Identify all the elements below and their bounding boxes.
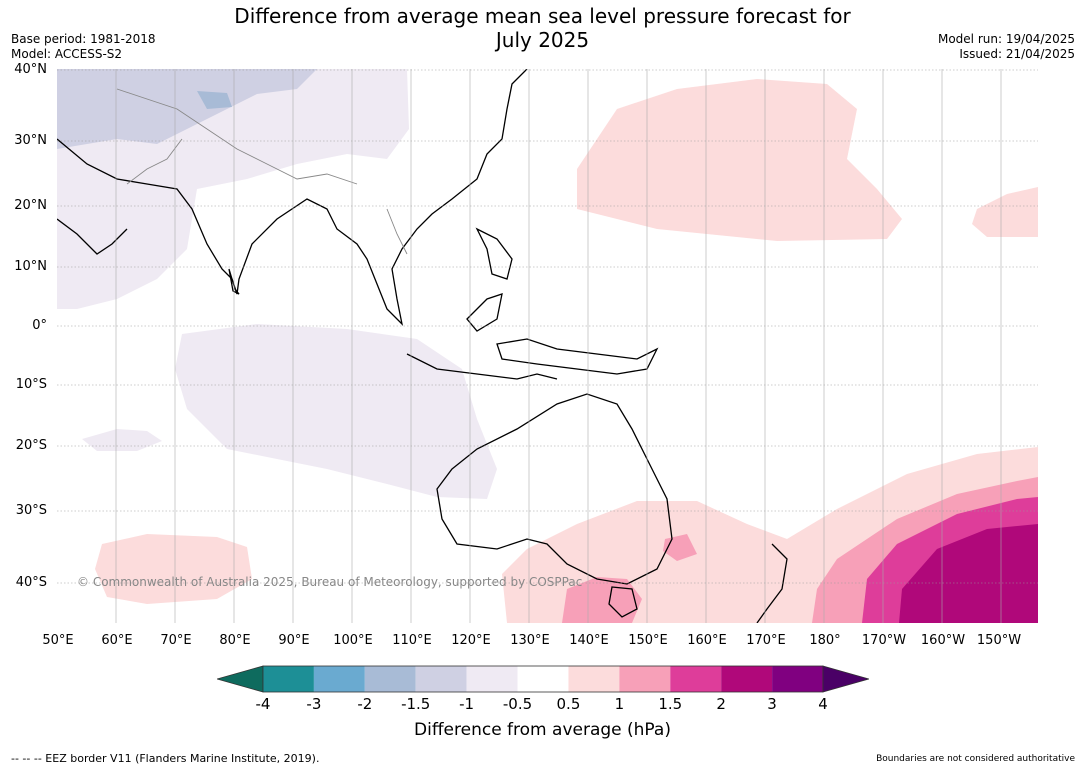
- model-name: Model: ACCESS-S2: [11, 47, 123, 61]
- colorbar-swatch: [263, 666, 314, 692]
- colorbar-swatch: [517, 666, 569, 692]
- colorbar-tick-label: 2: [716, 695, 726, 713]
- lon-label-130e: 130°E: [510, 633, 550, 648]
- graticule: [57, 69, 1038, 584]
- lat-label-30n: 30°N: [14, 133, 47, 148]
- anomaly-area-pos05-east: [972, 187, 1038, 237]
- colorbar-swatch: [721, 666, 773, 692]
- lat-label-40n: 40°N: [14, 62, 47, 77]
- lon-label-150w: 150°W: [976, 633, 1022, 648]
- colorbar-tick-label: 0.5: [556, 695, 581, 713]
- colorbar-tick-label: -3: [306, 695, 322, 713]
- lon-label-100e: 100°E: [333, 633, 373, 648]
- colorbar-swatch: [415, 666, 467, 692]
- lon-label-170e: 170°E: [746, 633, 786, 648]
- lon-label-80e: 80°E: [219, 633, 251, 648]
- colorbar-swatch: [364, 666, 416, 692]
- lon-label-160e: 160°E: [687, 633, 727, 648]
- coastlines: [57, 69, 788, 623]
- colorbar: [215, 665, 871, 699]
- lat-label-30s: 30°S: [15, 503, 47, 518]
- colorbar-swatch: [772, 666, 823, 692]
- metadata-right: Model run: 19/04/2025 Issued: 21/04/2025: [938, 32, 1075, 62]
- lat-label-10s: 10°S: [15, 377, 47, 392]
- colorbar-tick-label: -1.5: [401, 695, 431, 713]
- lat-label-10n: 10°N: [14, 259, 47, 274]
- lon-label-60e: 60°E: [101, 633, 133, 648]
- metadata-left: Base period: 1981-2018 Model: ACCESS-S2: [11, 32, 156, 62]
- country-borders: [116, 88, 408, 255]
- meridians: [115, 69, 1002, 623]
- lon-label-160w: 160°W: [920, 633, 966, 648]
- boundaries-disclaimer: Boundaries are not considered authoritat…: [876, 754, 1075, 764]
- colorbar-tick-label: 1: [614, 695, 625, 713]
- lon-label-120e: 120°E: [451, 633, 491, 648]
- colorbar-title: Difference from average (hPa): [414, 720, 671, 740]
- colorbar-swatch: [313, 666, 365, 692]
- colorbar-tick-label: -2: [357, 695, 373, 713]
- colorbar-tick-label: -0.5: [502, 695, 533, 713]
- colorbar-extend-high: [822, 665, 871, 693]
- lat-label-20n: 20°N: [14, 198, 47, 213]
- lon-label-170w: 170°W: [861, 633, 907, 648]
- map-title: Difference from average mean sea level p…: [0, 4, 1085, 52]
- lon-label-70e: 70°E: [160, 633, 192, 648]
- colorbar-tick-label: 1.5: [658, 695, 683, 713]
- anomaly-area-pos05-north-pacific: [577, 79, 902, 241]
- anomaly-area-neg05-indian: [175, 324, 497, 499]
- colorbar-swatch: [466, 666, 518, 692]
- lon-label-150e: 150°E: [628, 633, 668, 648]
- anomaly-area-neg05-small: [82, 429, 162, 451]
- lat-label-40s: 40°S: [15, 575, 47, 590]
- colorbar-swatch: [568, 666, 620, 692]
- colorbar-tick-label: 3: [767, 695, 777, 713]
- lon-label-50e: 50°E: [42, 633, 74, 648]
- colorbar-swatch: [670, 666, 722, 692]
- anomaly-area-neg1-north: [57, 69, 317, 149]
- colorbar-tick-label: -1: [459, 695, 475, 713]
- lon-label-90e: 90°E: [278, 633, 310, 648]
- anomaly-area-neg15-north: [197, 91, 232, 109]
- anomaly-area-pos05-southwest: [95, 534, 252, 604]
- lon-label-140e: 140°E: [569, 633, 609, 648]
- title-line-1: Difference from average mean sea level p…: [234, 4, 851, 28]
- eez-legend: -- -- -- EEZ border V11 (Flanders Marine…: [11, 752, 320, 765]
- lat-label-0: 0°: [32, 318, 47, 333]
- lon-label-110e: 110°E: [392, 633, 432, 648]
- map-svg: [57, 69, 1038, 623]
- lon-label-180: 180°: [809, 633, 841, 648]
- map-panel: [57, 69, 1038, 623]
- colorbar-swatch: [619, 666, 671, 692]
- colorbar-tick-label: 4: [818, 695, 828, 713]
- lat-label-20s: 20°S: [15, 438, 47, 453]
- colorbar-extend-low: [215, 665, 264, 693]
- base-period: Base period: 1981-2018: [11, 32, 156, 46]
- copyright-notice: © Commonwealth of Australia 2025, Bureau…: [77, 575, 583, 589]
- title-line-2: July 2025: [495, 28, 590, 52]
- anomaly-area-pos2-south: [899, 524, 1038, 623]
- colorbar-svg: [215, 665, 871, 693]
- colorbar-tick-label: -4: [255, 695, 271, 713]
- issued-date: Issued: 21/04/2025: [959, 47, 1075, 61]
- model-run: Model run: 19/04/2025: [937, 32, 1075, 46]
